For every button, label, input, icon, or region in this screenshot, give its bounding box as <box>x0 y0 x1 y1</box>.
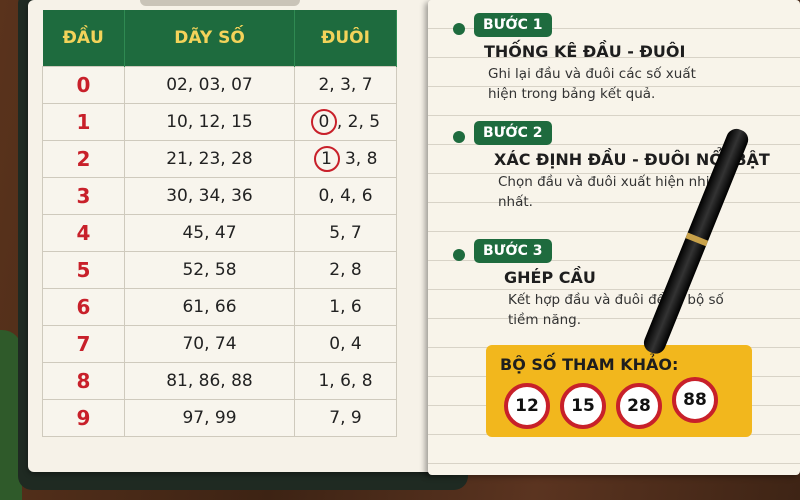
day-so-cell: 02, 03, 07 <box>124 65 295 104</box>
table-row: 3 30, 34, 36 0, 4, 6 <box>42 176 397 215</box>
day-so-cell: 61, 66 <box>124 287 295 326</box>
circled-digit: 0 <box>310 108 337 135</box>
dau-cell: 7 <box>42 324 125 363</box>
table-row: 1 10, 12, 15 0, 2, 5 <box>42 102 397 141</box>
duoi-cell: 0, 4, 6 <box>294 176 397 215</box>
day-so-cell: 70, 74 <box>124 324 295 363</box>
duoi-cell: 1, 6, 8 <box>294 361 397 400</box>
duoi-value: 1, 6 <box>329 296 362 317</box>
number-ball: 12 <box>504 383 550 429</box>
duoi-value: 7, 9 <box>329 407 362 428</box>
dau-cell: 5 <box>42 250 125 289</box>
step-description: Kết hợp đầu và đuôi để ra bộ số tiềm năn… <box>508 292 724 328</box>
duoi-cell: 1 3, 8 <box>294 139 397 178</box>
duoi-rest: , 2, 5 <box>336 111 381 132</box>
dau-cell: 0 <box>42 65 125 104</box>
dau-cell: 4 <box>42 213 125 252</box>
day-so-cell: 97, 99 <box>124 398 295 437</box>
day-so-cell: 10, 12, 15 <box>124 102 295 141</box>
step-bullet <box>453 249 465 261</box>
step-description: Ghi lại đầu và đuôi các số xuất hiện tro… <box>488 66 696 102</box>
circled-digit: 1 <box>313 145 340 172</box>
step-title: GHÉP CẦU <box>504 268 596 287</box>
step-description: Chọn đầu và đuôi xuất hiện nhiều nhất. <box>498 174 727 210</box>
step-badge: BƯỚC 1 <box>474 13 552 37</box>
duoi-cell: 2, 8 <box>294 250 397 289</box>
day-so-cell: 45, 47 <box>124 213 295 252</box>
step-badge: BƯỚC 2 <box>474 121 552 145</box>
duoi-cell: 5, 7 <box>294 213 397 252</box>
table-row: 5 52, 58 2, 8 <box>42 250 397 289</box>
duoi-cell: 2, 3, 7 <box>294 65 397 104</box>
reference-title: BỘ SỐ THAM KHẢO: <box>500 355 679 374</box>
duoi-value: 1, 6, 8 <box>318 370 373 391</box>
reference-box: BỘ SỐ THAM KHẢO: 12 15 28 88 <box>486 345 752 437</box>
number-ball: 15 <box>560 383 606 429</box>
day-so-cell: 30, 34, 36 <box>124 176 295 215</box>
table-row: 0 02, 03, 07 2, 3, 7 <box>42 65 397 104</box>
dau-duoi-table: ĐẦU DÃY SỐ ĐUÔI 0 02, 03, 07 2, 3, 7 1 10, 1… <box>42 10 397 437</box>
duoi-value: 2, 8 <box>329 259 362 280</box>
number-ball: 28 <box>616 383 662 429</box>
dau-cell: 2 <box>42 139 125 178</box>
dau-cell: 9 <box>42 398 125 437</box>
step-title: XÁC ĐỊNH ĐẦU - ĐUÔI NỔI BẬT <box>494 150 770 169</box>
step-title: THỐNG KÊ ĐẦU - ĐUÔI <box>484 42 686 61</box>
duoi-cell: 0, 2, 5 <box>294 102 397 141</box>
header-day-so: DÃY SỐ <box>124 10 295 66</box>
pen-ring <box>685 232 709 247</box>
clipboard-clip <box>140 0 300 6</box>
table-row: 6 61, 66 1, 6 <box>42 287 397 326</box>
header-duoi: ĐUÔI <box>294 10 397 66</box>
number-ball: 88 <box>672 377 718 423</box>
duoi-value: 2, 3, 7 <box>318 74 373 95</box>
plant-leaf <box>0 330 22 500</box>
step-bullet <box>453 23 465 35</box>
table-row: 4 45, 47 5, 7 <box>42 213 397 252</box>
day-so-cell: 52, 58 <box>124 250 295 289</box>
day-so-cell: 21, 23, 28 <box>124 139 295 178</box>
step-badge: BƯỚC 3 <box>474 239 552 263</box>
duoi-value: 5, 7 <box>329 222 362 243</box>
duoi-rest: 3, 8 <box>339 148 378 169</box>
table-row: 8 81, 86, 88 1, 6, 8 <box>42 361 397 400</box>
duoi-value: 0, 4, 6 <box>318 185 373 206</box>
header-dau: ĐẦU <box>42 10 125 66</box>
duoi-cell: 0, 4 <box>294 324 397 363</box>
dau-cell: 1 <box>42 102 125 141</box>
day-so-cell: 81, 86, 88 <box>124 361 295 400</box>
duoi-value: 0, 4 <box>329 333 362 354</box>
dau-cell: 6 <box>42 287 125 326</box>
table-row: 2 21, 23, 28 1 3, 8 <box>42 139 397 178</box>
dau-cell: 8 <box>42 361 125 400</box>
table-row: 7 70, 74 0, 4 <box>42 324 397 363</box>
table-row: 9 97, 99 7, 9 <box>42 398 397 437</box>
duoi-cell: 1, 6 <box>294 287 397 326</box>
step-bullet <box>453 131 465 143</box>
dau-cell: 3 <box>42 176 125 215</box>
duoi-cell: 7, 9 <box>294 398 397 437</box>
